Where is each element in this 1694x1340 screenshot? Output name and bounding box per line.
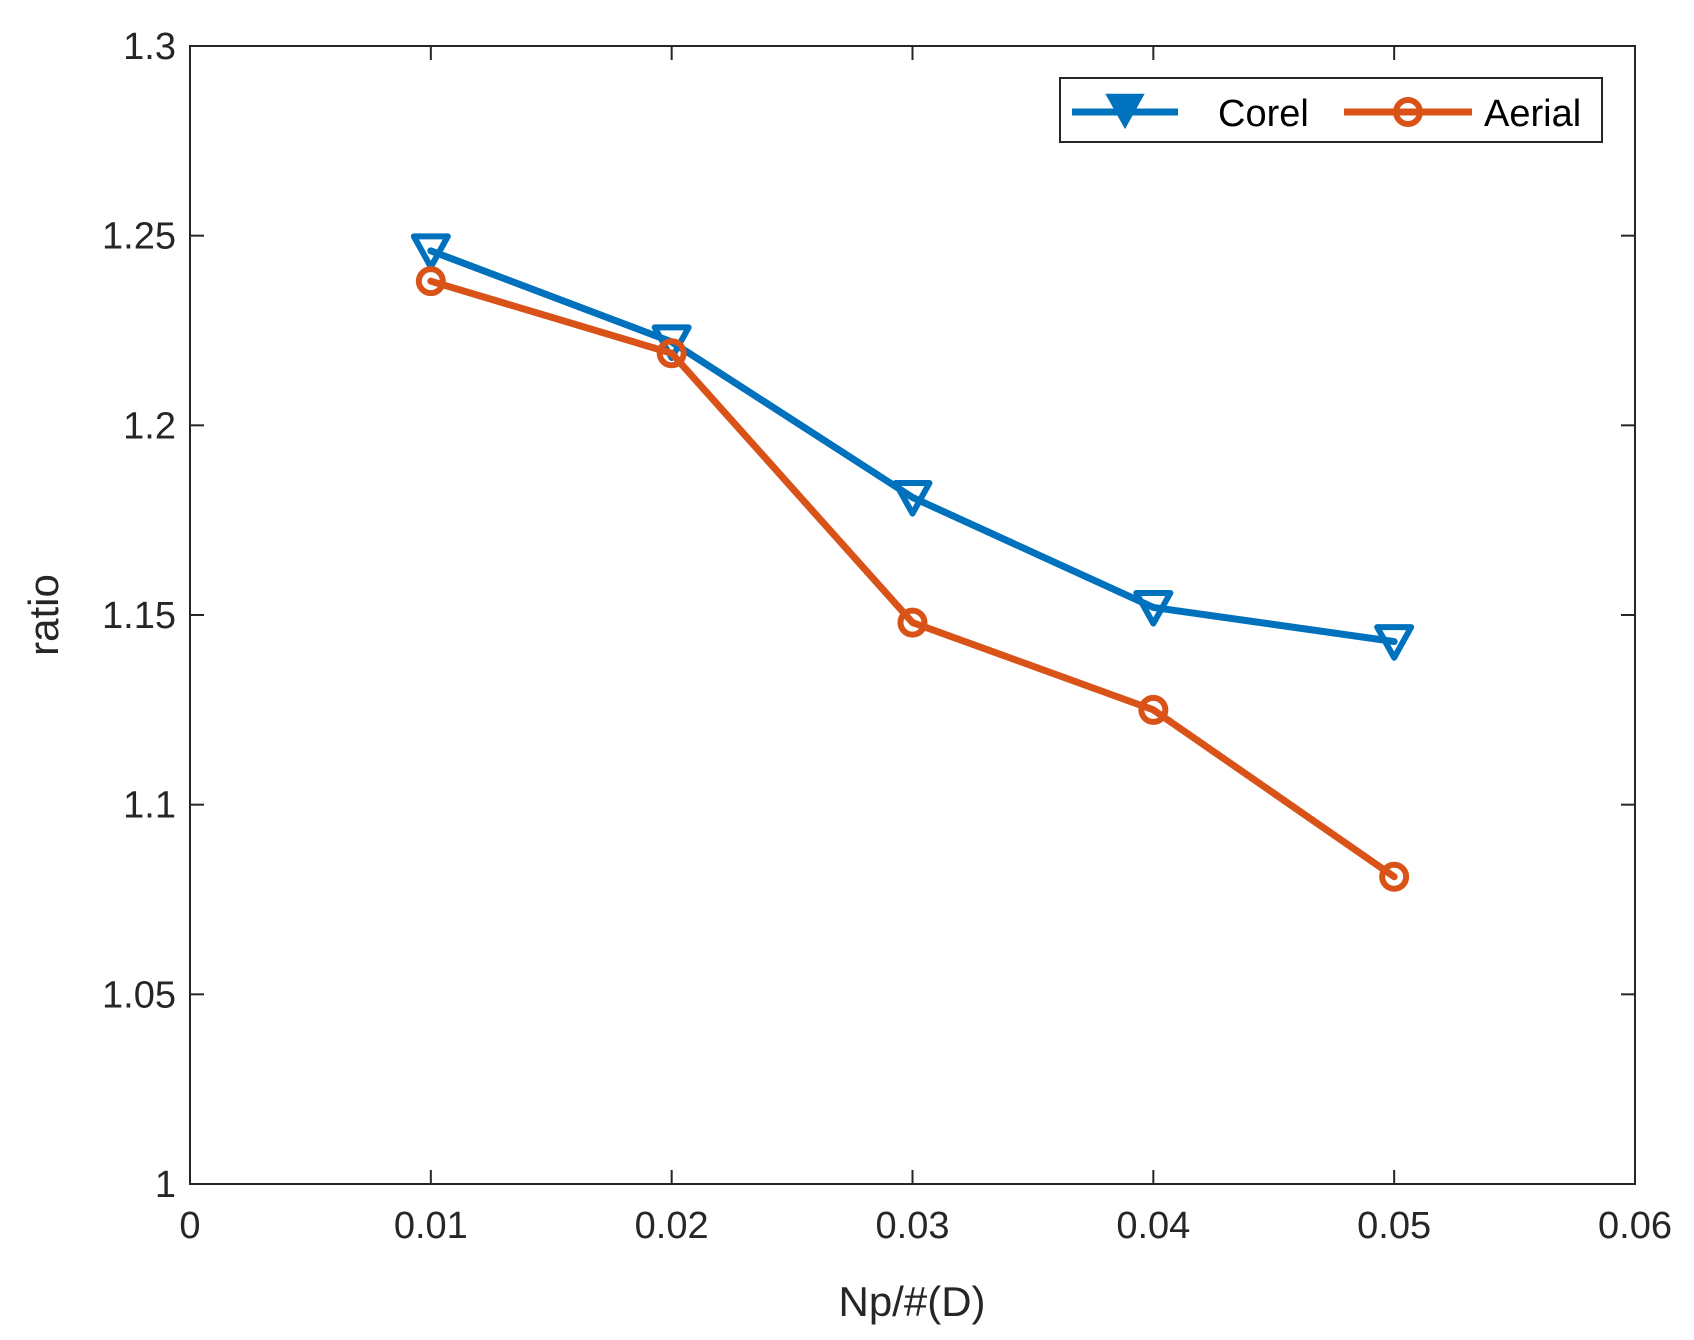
- y-tick-label: 1.15: [102, 595, 176, 637]
- x-tick-label: 0.01: [394, 1205, 468, 1247]
- data-point-corel: [410, 233, 451, 270]
- data-point-corel: [1133, 589, 1174, 627]
- x-tick-label: 0.04: [1116, 1205, 1190, 1247]
- y-tick-label: 1: [155, 1164, 176, 1206]
- legend-label-corel: Corel: [1218, 93, 1309, 135]
- x-tick-label: 0: [179, 1205, 200, 1247]
- y-tick-label: 1.2: [123, 405, 176, 447]
- y-tick-label: 1.1: [123, 785, 176, 827]
- legend-marker-aerial-icon: [1393, 97, 1423, 127]
- series-layer: [410, 233, 1415, 892]
- plot-background: [190, 46, 1635, 1184]
- legend-label-aerial: Aerial: [1484, 93, 1581, 135]
- x-tick-label: 0.03: [876, 1205, 950, 1247]
- legend-marker-corel-icon: [1105, 93, 1145, 130]
- data-point-aerial: [897, 607, 928, 638]
- y-tick-label: 1.05: [102, 974, 176, 1016]
- data-point-aerial: [1379, 861, 1410, 892]
- data-point-aerial: [1138, 694, 1169, 725]
- x-tick-label: 0.06: [1598, 1205, 1672, 1247]
- data-point-corel: [892, 479, 933, 517]
- data-point-corel: [1374, 624, 1415, 661]
- data-point-aerial: [415, 266, 446, 297]
- ticks-layer: 0 0.01 0.02 0.03 0.04 0.05 0.06 1 1.05 1.1 1.15 1.2…: [102, 26, 1672, 1247]
- plot-frame: [189, 45, 1636, 1185]
- x-tick-label: 0.05: [1357, 1205, 1431, 1247]
- y-tick-label: 1.3: [123, 26, 176, 68]
- y-axis-label: ratio: [20, 574, 67, 656]
- series-line-corel: [427, 247, 1398, 646]
- y-tick-label: 1.25: [102, 216, 176, 258]
- legend: Corel Aerial: [1059, 77, 1603, 143]
- data-point-aerial: [656, 338, 687, 369]
- x-tick-label: 0.02: [635, 1205, 709, 1247]
- x-axis-label: Np/#(D): [838, 1278, 985, 1325]
- series-line-aerial: [427, 277, 1398, 881]
